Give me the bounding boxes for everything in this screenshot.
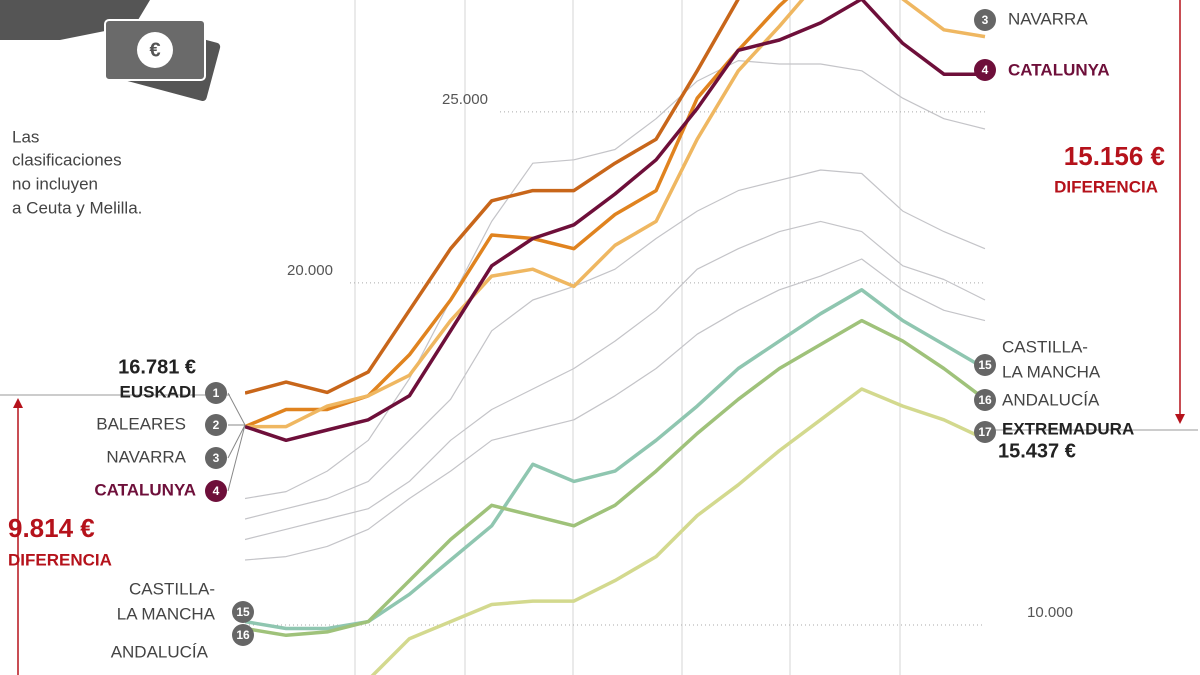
value-label: 15.437 €: [998, 440, 1076, 462]
difference-label: DIFERENCIA: [8, 550, 112, 569]
grid: 10.000 20.000 25.000: [245, 91, 1073, 626]
note-line: Las: [12, 127, 39, 146]
note-line: a Ceuta y Melilla.: [12, 198, 142, 217]
region-label: EUSKADI: [119, 382, 196, 401]
region-label: BALEARES: [96, 414, 186, 433]
region-label: NAVARRA: [106, 447, 186, 466]
rank: 4: [213, 484, 220, 498]
y-tick-label: 10.000: [1027, 604, 1073, 621]
series-line: [245, 0, 985, 443]
svg-text:€: €: [149, 39, 160, 61]
vertical-grid: [354, 0, 901, 675]
difference-value: 15.156 €: [1064, 141, 1165, 171]
y-tick-label: 25.000: [442, 91, 488, 108]
rank: 16: [236, 628, 250, 642]
lines: [245, 0, 987, 675]
region-label: ANDALUCÍA: [111, 642, 209, 661]
series-line: [245, 220, 986, 541]
value-label: 16.781 €: [118, 356, 196, 378]
series-line: [245, 318, 987, 638]
rank: 3: [213, 451, 220, 465]
region-label: NAVARRA: [1008, 9, 1088, 28]
region-label: LA MANCHA: [117, 604, 216, 623]
series-line: [245, 0, 740, 395]
region-label: LA MANCHA: [1002, 362, 1101, 381]
series-line: [370, 387, 986, 675]
region-label: ANDALUCÍA: [1002, 390, 1100, 409]
rank: 1: [213, 386, 220, 400]
rank: 4: [982, 63, 989, 77]
rank: 15: [978, 358, 992, 372]
note-line: no incluyen: [12, 174, 98, 193]
rank: 17: [978, 425, 992, 439]
region-label: CASTILLA-: [129, 579, 215, 598]
region-label: CATALUNYA: [1008, 60, 1110, 79]
region-label: CASTILLA-: [1002, 337, 1088, 356]
series-line: [245, 60, 986, 500]
rank: 2: [213, 418, 220, 432]
icon: €: [0, 0, 221, 102]
series-line: [245, 0, 986, 429]
region-label: CATALUNYA: [94, 480, 196, 499]
difference-value: 9.814 €: [8, 513, 95, 543]
difference-label: DIFERENCIA: [1054, 177, 1158, 196]
right-annotations: NAVARRA CATALUNYA CASTILLA- LA MANCHA AN…: [974, 0, 1198, 462]
series-line: [245, 0, 789, 429]
y-tick-label: 20.000: [287, 262, 333, 279]
left-annotations: 16.781 € EUSKADI BALEARES NAVARRA CATALU…: [0, 356, 254, 675]
rank: 16: [978, 393, 992, 407]
note: Las clasificaciones no incluyen a Ceuta …: [12, 127, 142, 217]
region-label: EXTREMADURA: [1002, 419, 1134, 438]
note-line: clasificaciones: [12, 150, 122, 169]
rank: 15: [236, 605, 250, 619]
series-line: [245, 258, 986, 561]
rank: 3: [982, 13, 989, 27]
series-line: [245, 169, 986, 520]
